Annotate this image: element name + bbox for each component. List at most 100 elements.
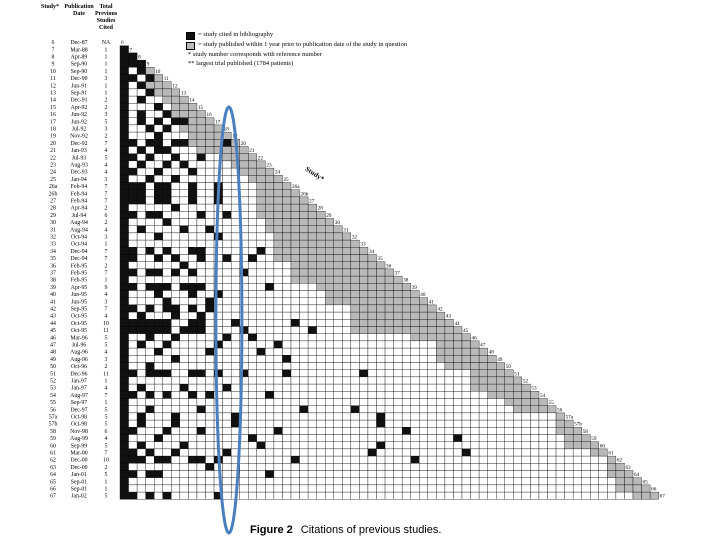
matrix-cell	[256, 196, 266, 205]
matrix-cell	[154, 153, 163, 162]
matrix-cell	[136, 412, 146, 421]
row-study-number: 22	[50, 155, 56, 161]
matrix-cell	[555, 491, 565, 500]
matrix-cell	[136, 362, 146, 370]
matrix-cell	[367, 470, 377, 478]
matrix-cell	[504, 427, 514, 435]
matrix-cell	[333, 484, 343, 493]
matrix-cell	[307, 203, 317, 212]
matrix-cell	[256, 326, 266, 334]
matrix-cell	[325, 326, 334, 334]
matrix-cell	[376, 477, 386, 486]
matrix-cell	[136, 139, 146, 147]
row-total-cited: 7	[105, 256, 108, 262]
matrix-cell	[307, 225, 317, 234]
matrix-cell	[342, 369, 352, 378]
matrix-cell	[230, 275, 240, 284]
matrix-cell	[333, 477, 343, 486]
matrix-cell	[316, 225, 326, 234]
matrix-cell	[248, 470, 257, 478]
diagonal-study-number: 8	[138, 55, 141, 61]
matrix-cell	[547, 441, 557, 450]
matrix-cell	[162, 160, 172, 169]
matrix-cell	[154, 484, 163, 493]
matrix-cell	[154, 448, 163, 457]
diagonal-study-number: 48	[489, 350, 495, 356]
matrix-cell	[119, 441, 129, 450]
figure-caption: Figure 2 Citations of previous studies.	[250, 524, 441, 536]
diagonal-study-number: 32	[352, 235, 358, 241]
row-total-cited: 1	[105, 69, 108, 75]
matrix-cell	[230, 225, 240, 234]
matrix-cell	[290, 290, 300, 298]
matrix-cell	[487, 470, 497, 478]
matrix-cell	[307, 398, 317, 406]
matrix-cell	[384, 275, 394, 284]
matrix-cell	[299, 470, 309, 478]
matrix-cell	[136, 491, 146, 500]
row-total-cited: 11	[103, 328, 109, 334]
diagonal-study-number: 12	[172, 83, 178, 89]
matrix-cell	[265, 268, 275, 277]
diagonal-study-number: 29	[326, 213, 332, 219]
matrix-cell	[248, 434, 257, 442]
matrix-cell	[461, 362, 471, 370]
matrix-cell	[487, 355, 497, 363]
matrix-cell	[359, 383, 369, 392]
matrix-cell	[205, 340, 215, 349]
matrix-cell	[521, 383, 531, 392]
matrix-cell	[410, 448, 420, 457]
row-total-cited: NA	[102, 40, 111, 46]
matrix-cell	[282, 225, 292, 234]
matrix-cell	[136, 167, 146, 176]
matrix-cell	[299, 333, 309, 342]
matrix-cell	[145, 470, 155, 478]
matrix-cell	[487, 362, 497, 370]
matrix-cell	[205, 362, 215, 370]
matrix-cell	[598, 470, 608, 478]
matrix-cell	[384, 362, 394, 370]
matrix-cell	[325, 297, 334, 306]
matrix-cell	[273, 347, 283, 356]
matrix-cell	[316, 268, 326, 277]
matrix-cell	[179, 225, 189, 234]
matrix-cell	[162, 131, 172, 140]
matrix-cell	[248, 182, 257, 190]
row-study-number: 61	[50, 451, 56, 457]
matrix-cell	[581, 484, 591, 493]
row-publication-date: Aug-97	[70, 393, 88, 399]
matrix-cell	[145, 167, 155, 176]
matrix-cell	[230, 254, 240, 262]
matrix-cell	[615, 463, 625, 471]
matrix-cell	[410, 383, 420, 392]
matrix-cell	[325, 225, 334, 234]
matrix-cell	[171, 491, 181, 500]
matrix-cell	[359, 254, 369, 262]
matrix-cell	[162, 455, 172, 464]
matrix-cell	[196, 355, 206, 363]
matrix-cell	[333, 333, 343, 342]
matrix-cell	[205, 477, 215, 486]
matrix-cell	[222, 412, 232, 421]
matrix-cell	[307, 427, 317, 435]
row-publication-date: Nov-98	[70, 429, 88, 435]
row-publication-date: Dec-94	[70, 249, 87, 255]
matrix-cell	[119, 124, 129, 133]
diagonal-study-number: 53	[531, 386, 537, 392]
matrix-cell	[350, 491, 360, 500]
matrix-cell	[530, 434, 540, 442]
matrix-cell	[154, 239, 163, 248]
matrix-cell	[162, 146, 172, 154]
diagonal-study-number: 55	[549, 400, 555, 406]
matrix-cell	[273, 362, 283, 370]
diagonal-study-number: 65	[643, 479, 649, 485]
matrix-cell	[248, 369, 257, 378]
matrix-cell	[196, 167, 206, 176]
matrix-cell	[299, 347, 309, 356]
matrix-cell	[205, 491, 215, 500]
matrix-cell	[410, 326, 420, 334]
row-publication-date: Feb-94	[71, 199, 88, 205]
matrix-cell	[188, 455, 198, 464]
matrix-cell	[188, 391, 198, 399]
matrix-cell	[145, 369, 155, 378]
